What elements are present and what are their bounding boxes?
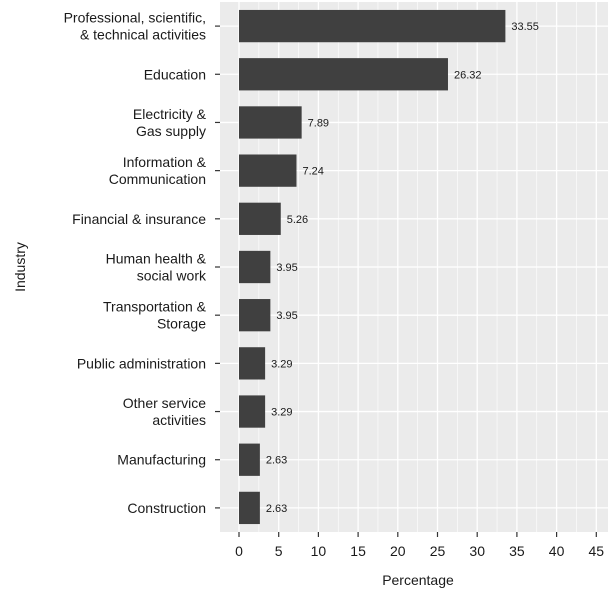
bar — [239, 250, 271, 284]
x-tick-label: 15 — [350, 543, 366, 559]
bar — [239, 202, 281, 235]
category-label: Other service activities — [123, 395, 206, 428]
x-tick-label: 0 — [235, 543, 243, 559]
category-label-line: Information & — [123, 154, 207, 170]
category-label-line: Human health & — [106, 251, 207, 267]
category-label-line: Gas supply — [136, 123, 206, 139]
bar-value-label: 3.95 — [276, 262, 297, 274]
bar-value-label: 26.32 — [454, 69, 482, 81]
category-label-line: Public administration — [77, 355, 206, 371]
category-label: Financial & insurance — [72, 211, 206, 227]
bar — [239, 491, 260, 525]
x-tick-label: 5 — [275, 543, 283, 559]
category-label-line: Electricity & — [133, 106, 207, 122]
x-tick-label: 45 — [589, 543, 605, 559]
x-tick-label: 20 — [390, 543, 406, 559]
data-labels: 33.55 26.32 7.89 7.24 5.26 3.95 3.95 3.29 3.29 2.… — [266, 21, 539, 515]
bar-value-label: 3.29 — [271, 358, 292, 370]
category-label-line: Communication — [109, 171, 206, 187]
category-label: Professional, scientific, & technical act… — [64, 10, 206, 43]
bar-value-label: 2.63 — [266, 455, 287, 467]
category-label: Construction — [127, 500, 206, 516]
bar-value-label: 2.63 — [266, 503, 287, 515]
category-label-line: Transportation & — [103, 299, 207, 315]
x-tick-label: 40 — [549, 543, 565, 559]
category-label-line: Manufacturing — [117, 452, 206, 468]
category-label: Human health & social work — [106, 251, 207, 284]
category-label: Transportation & Storage — [103, 299, 207, 332]
x-tick-label: 25 — [430, 543, 446, 559]
x-axis: 0 5 10 15 20 25 30 35 40 45 — [235, 532, 604, 559]
category-label-line: Financial & insurance — [72, 211, 206, 227]
bar — [239, 443, 260, 476]
bar — [239, 154, 297, 187]
category-label: Information & Communication — [109, 154, 207, 187]
x-axis-title: Percentage — [382, 572, 454, 588]
bar-value-label: 7.24 — [302, 166, 323, 178]
category-label-line: social work — [137, 268, 207, 284]
category-label-line: Professional, scientific, — [64, 10, 206, 26]
bar-value-label: 3.95 — [276, 310, 297, 322]
bar-value-label: 7.89 — [308, 117, 329, 129]
bars — [239, 9, 506, 525]
bar — [239, 395, 266, 428]
bar-value-label: 3.29 — [271, 407, 292, 419]
bar-value-label: 5.26 — [287, 214, 308, 226]
bar — [239, 58, 448, 91]
bar — [239, 9, 506, 43]
x-tick-label: 10 — [311, 543, 327, 559]
category-label: Electricity & Gas supply — [133, 106, 207, 139]
category-label-line: Storage — [157, 316, 206, 332]
category-label: Public administration — [77, 355, 206, 371]
category-label: Education — [144, 66, 206, 82]
bar — [239, 106, 302, 139]
category-label: Manufacturing — [117, 452, 206, 468]
category-label-line: Other service — [123, 395, 206, 411]
category-label-line: Education — [144, 66, 206, 82]
bar — [239, 299, 271, 332]
bar — [239, 347, 266, 380]
x-tick-label: 30 — [469, 543, 485, 559]
bar-value-label: 33.55 — [511, 21, 539, 33]
category-label-line: Construction — [127, 500, 206, 516]
y-axis-title: Industry — [12, 242, 28, 292]
category-label-line: & technical activities — [80, 27, 206, 43]
category-label-line: activities — [152, 412, 206, 428]
x-tick-label: 35 — [509, 543, 525, 559]
y-axis: Professional, scientific, & technical act… — [64, 10, 220, 516]
